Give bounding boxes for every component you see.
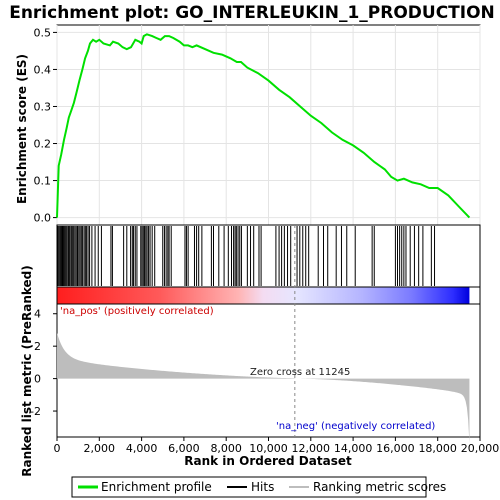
- x-tick-label: 2,000: [84, 442, 116, 455]
- es-y-tick-label: 0.5: [34, 26, 52, 39]
- x-tick-label: 10,000: [249, 442, 288, 455]
- es-y-tick-label: 0.2: [34, 138, 52, 151]
- x-axis-label: Rank in Ordered Dataset: [184, 454, 352, 468]
- legend-box: [71, 476, 427, 498]
- es-y-ticks: 0.0 0.1 0.2 0.3 0.4 0.5: [34, 26, 57, 225]
- x-tick-label: 8,000: [210, 442, 242, 455]
- es-y-tick-label: 0.1: [34, 175, 52, 188]
- x-axis-ticks: 0 2,000 4,000 6,000 8,000 10,000 12,000 14,000 1…: [54, 437, 500, 455]
- x-tick-label: 12,000: [292, 442, 331, 455]
- metric-y-ticks: 4 2 0 -2: [30, 308, 57, 418]
- es-y-tick-label: 0.4: [34, 63, 52, 76]
- zero-cross-label: Zero cross at 11245: [250, 367, 350, 378]
- x-tick-label: 0: [54, 442, 61, 455]
- metric-y-tick-label: 0: [34, 373, 41, 386]
- es-y-axis-label: Enrichment score (ES): [15, 54, 29, 204]
- legend: Enrichment profile Hits Ranking metric s…: [71, 476, 446, 498]
- es-panel: 0.0 0.1 0.2 0.3 0.4 0.5 Enrichment score (ES): [15, 24, 481, 226]
- hits-plot-area: [56, 224, 481, 288]
- x-tick-label: 6,000: [168, 442, 200, 455]
- chart-title: Enrichment plot: GO_INTERLEUKIN_1_PRODUC…: [9, 3, 495, 23]
- x-tick-label: 4,000: [126, 442, 158, 455]
- metric-y-axis-label: Ranked list metric (PreRanked): [20, 265, 34, 477]
- legend-enrichment-label: Enrichment profile: [101, 480, 212, 494]
- x-tick-label: 20,000: [461, 442, 500, 455]
- es-y-tick-label: 0.0: [34, 212, 52, 225]
- rank-color-bar: [56, 286, 481, 305]
- metric-y-tick-label: 2: [34, 340, 41, 353]
- x-tick-label: 18,000: [418, 442, 457, 455]
- es-gridlines: [56, 25, 481, 225]
- hits-panel: [56, 224, 481, 288]
- metric-y-tick-label: -2: [30, 405, 41, 418]
- rank-gradient: [57, 287, 470, 304]
- legend-metric-label: Ranking metric scores: [313, 480, 446, 494]
- x-tick-label: 16,000: [376, 442, 415, 455]
- es-y-tick-label: 0.3: [34, 100, 52, 113]
- hit-marks: [57, 226, 436, 286]
- negative-correlation-label: 'na_neg' (negatively correlated): [276, 421, 435, 432]
- metric-panel: 4 2 0 -2 'na_pos' (positively correlated) Z…: [20, 225, 481, 477]
- x-tick-label: 14,000: [334, 442, 373, 455]
- positive-correlation-label: 'na_pos' (positively correlated): [60, 306, 214, 317]
- metric-y-tick-label: 4: [34, 308, 41, 321]
- enrichment-profile-line: [56, 33, 471, 219]
- legend-hits-label: Hits: [251, 480, 274, 494]
